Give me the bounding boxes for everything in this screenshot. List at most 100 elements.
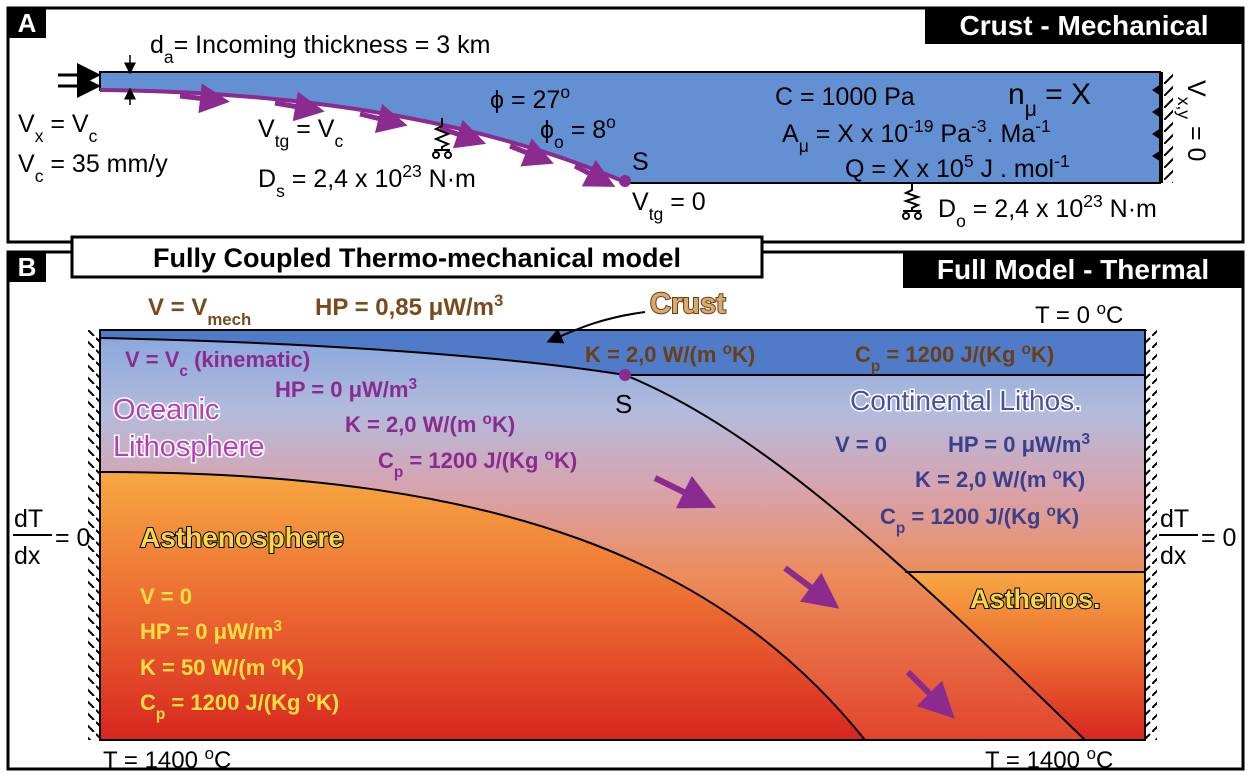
superscript: -1 — [1035, 116, 1051, 136]
bc-denominator: dx — [14, 542, 41, 570]
text-part: D — [938, 195, 956, 223]
subscript: o — [554, 132, 564, 152]
text-part: = 8 — [564, 116, 606, 144]
model-title: Fully Coupled Thermo-mechanical model — [153, 243, 681, 273]
text-part: K) — [732, 342, 755, 367]
text-part: = X x 10 — [809, 120, 908, 148]
text-part: V = V — [125, 347, 180, 372]
right-wall — [1145, 330, 1157, 740]
text-part: Q = X x 10 — [845, 155, 964, 183]
figure: A Crust - Mechanical da= Incoming thickn… — [0, 0, 1251, 777]
bc-numerator: dT — [1160, 505, 1189, 533]
text-part: K) — [1031, 342, 1054, 367]
v-mech-label: V = Vmech — [148, 294, 251, 329]
text-part: n — [1008, 78, 1025, 111]
text-part: C — [880, 504, 896, 529]
subscript: p — [156, 706, 165, 723]
superscript: o — [1022, 341, 1031, 358]
text-part: HP = 0,85 μW/m — [315, 294, 494, 321]
asthenosphere-hp: HP = 0 μW/m3 — [140, 618, 282, 645]
text-part: HP = 0 μW/m — [275, 377, 408, 402]
text-part: V — [632, 188, 649, 216]
text-part: = V — [289, 115, 334, 143]
inflow-arrows — [58, 75, 92, 86]
text-part: HP = 0 μW/m — [140, 619, 273, 644]
text-part: K) — [281, 655, 304, 680]
text-part: Pa — [933, 120, 971, 148]
subscript: μ — [799, 136, 809, 156]
text-part: = 1200 J/(Kg — [403, 448, 544, 473]
q-label: Q = X x 105 J . mol-1 — [845, 151, 1070, 183]
phi-label: ϕ = 27o — [490, 82, 570, 114]
text-part: V — [1182, 80, 1210, 97]
text-part: C — [140, 690, 156, 715]
text-part: T = 0 — [1035, 302, 1097, 329]
text-part: K) — [492, 412, 515, 437]
ds-label: Ds = 2,4 x 1023 N·m — [258, 161, 476, 201]
superscript: o — [1087, 744, 1096, 763]
superscript: o — [1047, 503, 1056, 520]
text-part: V — [18, 150, 35, 178]
s-point — [619, 369, 631, 381]
oceanic-name: Lithosphere — [113, 431, 265, 463]
text-part: N·m — [1103, 195, 1157, 223]
bc-numerator: dT — [14, 505, 43, 533]
text-part: K = 2,0 W/(m — [915, 467, 1053, 492]
text-part: T = 1400 — [985, 747, 1087, 774]
subscript: tg — [649, 204, 664, 224]
superscript: o — [483, 411, 492, 428]
panel-letter: A — [18, 8, 37, 38]
text-part: C — [855, 342, 871, 367]
text-part: V — [258, 115, 275, 143]
superscript: o — [545, 447, 554, 464]
asthenos-name: Asthenos. — [970, 584, 1101, 614]
text-part: = V — [43, 110, 88, 138]
text-part: K = 2,0 W/(m — [345, 412, 483, 437]
hp-crust-label: HP = 0,85 μW/m3 — [315, 291, 503, 322]
vc-label: Vc = 35 mm/y — [18, 150, 168, 186]
bc-value: = 0 — [1201, 524, 1236, 552]
oceanic-name: Oceanic — [113, 394, 219, 426]
text-part: (kinematic) — [188, 347, 310, 372]
superscript: -19 — [908, 116, 933, 136]
text-part: = 0 — [1182, 119, 1210, 161]
subscript: s — [276, 181, 285, 201]
superscript: 23 — [1083, 191, 1102, 211]
page: {"panel_a": {"letter": "A", "title": "Cr… — [0, 0, 1251, 777]
do-label: Do = 2,4 x 1023 N·m — [938, 191, 1157, 231]
s-label: S — [632, 148, 649, 176]
text-part: V = V — [148, 294, 207, 321]
s-label: S — [615, 389, 632, 419]
subscript: tg — [275, 131, 290, 151]
subscript: x — [35, 126, 44, 146]
vx-label: Vx = Vc — [18, 110, 98, 146]
text-part: = 35 mm/y — [43, 150, 168, 178]
text-part: V — [18, 110, 35, 138]
text-part: . Ma — [987, 120, 1036, 148]
text-part: = 0 — [663, 188, 705, 216]
s-point — [619, 175, 631, 187]
superscript: o — [205, 744, 214, 763]
crust-label: Crust — [650, 288, 726, 320]
subscript: a — [164, 47, 174, 67]
text-part: C — [1106, 302, 1123, 329]
cohesion-label: C = 1000 Pa — [775, 83, 915, 111]
panel-letter: B — [18, 252, 37, 282]
continental-name: Continental Lithos. — [850, 385, 1082, 416]
superscript: -1 — [1054, 151, 1070, 171]
thickness-label: da= Incoming thickness = 3 km — [150, 31, 490, 67]
superscript: 3 — [408, 376, 417, 393]
text-part: C — [214, 747, 231, 774]
text-part: K) — [554, 448, 577, 473]
subscript: c — [35, 166, 44, 186]
vtg0-label: Vtg = 0 — [632, 188, 706, 224]
text-part: ϕ — [540, 116, 554, 144]
text-part: = 1200 J/(Kg — [905, 504, 1046, 529]
text-part: = 2,4 x 10 — [285, 165, 402, 193]
superscript: 3 — [273, 618, 282, 635]
text-part: = 1200 J/(Kg — [165, 690, 306, 715]
panel-subtitle: Full Model - Thermal — [937, 254, 1209, 285]
subscript: c — [334, 131, 343, 151]
superscript: 5 — [964, 151, 974, 171]
superscript: o — [271, 654, 280, 671]
